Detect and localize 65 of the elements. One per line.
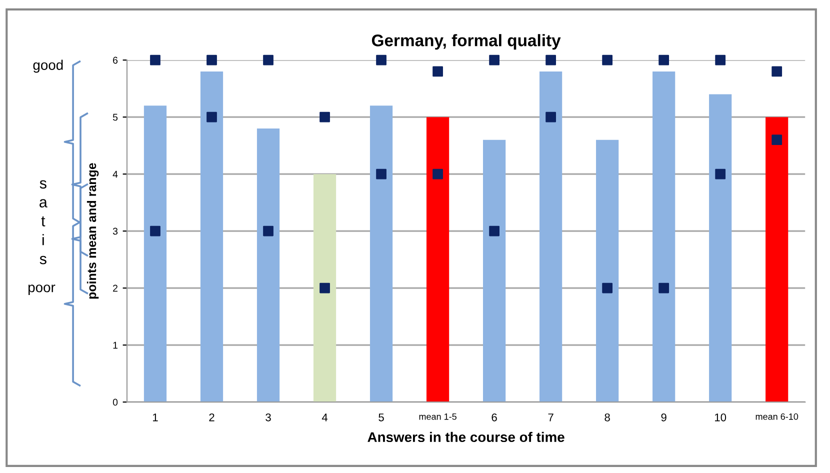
bar (540, 71, 562, 402)
point (715, 168, 726, 180)
x-tick-label: 3 (266, 413, 271, 422)
y-tick-label: 1 (113, 342, 118, 349)
point (546, 54, 556, 66)
point (658, 54, 670, 66)
point (772, 66, 782, 77)
x-tick-label: 10 (715, 413, 726, 422)
point (489, 54, 500, 66)
point (658, 282, 670, 294)
bar (200, 71, 224, 402)
point (206, 112, 217, 122)
y-tick-label: 6 (113, 56, 118, 64)
y-axis-title: points mean and range (86, 163, 99, 299)
text: poor (28, 284, 56, 296)
point (489, 226, 500, 236)
bar (144, 106, 167, 402)
point (206, 54, 217, 66)
x-tick-label: mean 1-5 (419, 413, 456, 420)
text: t (41, 216, 46, 226)
point (376, 54, 386, 66)
y-tick-label: 2 (113, 284, 118, 292)
text: a (40, 199, 48, 208)
point (772, 134, 782, 146)
y-tick-label: 3 (112, 228, 118, 235)
text: s (40, 256, 46, 264)
x-tick-label: 7 (548, 414, 554, 422)
point (320, 282, 330, 294)
point (546, 112, 556, 122)
bar (426, 117, 450, 402)
point (432, 168, 443, 180)
bar (256, 128, 280, 402)
point (263, 226, 274, 236)
bar (313, 174, 336, 402)
x-tick-label: 2 (209, 413, 214, 422)
point (602, 54, 613, 66)
x-tick-label: 9 (661, 413, 666, 422)
point (320, 112, 330, 122)
text: good (33, 60, 63, 73)
x-tick-label: 8 (604, 413, 610, 422)
point (263, 54, 274, 66)
point (432, 66, 443, 77)
point (150, 54, 160, 66)
y-tick-label: 5 (112, 114, 118, 121)
x-tick-label: 1 (153, 414, 158, 422)
point (715, 54, 726, 66)
x-tick-label: 4 (322, 414, 328, 422)
bar (370, 106, 393, 402)
x-tick-label: mean 6-10 (756, 413, 798, 420)
point (602, 282, 613, 294)
y-tick-label: 0 (112, 398, 118, 406)
x-tick-label: 6 (492, 413, 497, 422)
text: s (40, 180, 46, 189)
bar (483, 140, 506, 402)
bar (766, 117, 788, 402)
chart-title: Germany, formal quality (372, 34, 561, 50)
point (376, 168, 386, 180)
bar (709, 94, 732, 402)
bar (596, 140, 619, 402)
y-tick-label: 4 (112, 170, 118, 178)
x-axis-title: Answers in the course of time (368, 432, 564, 442)
text: i (42, 234, 44, 246)
point (150, 226, 160, 236)
bar (652, 71, 676, 402)
x-tick-label: 5 (378, 414, 384, 422)
